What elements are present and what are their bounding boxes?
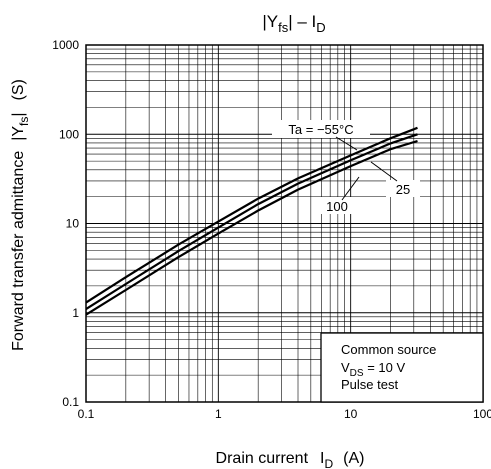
grid [86, 45, 483, 402]
condition-line-1: Common source [341, 342, 436, 357]
leader-55 [335, 136, 358, 151]
condition-v-sub: DS [350, 368, 364, 379]
x-tick-label: 10 [344, 407, 358, 421]
x-label-text: Drain current [216, 450, 309, 467]
title-dash: – I [293, 12, 317, 31]
y-label-symbol-sub: fs [17, 117, 31, 126]
y-tick-label: 0.1 [62, 395, 79, 409]
title-symbol: Y [267, 12, 278, 31]
annotation-bg-25 [386, 180, 420, 197]
x-tick-label: 0.1 [78, 407, 95, 421]
series-line-2 [85, 139, 418, 316]
x-label-unit: (A) [343, 450, 364, 467]
condition-line-3: Pulse test [341, 377, 398, 392]
series-label-25: 25 [396, 182, 410, 197]
y-label-bar: | [10, 112, 27, 116]
chart-title: |Yfs| – ID [262, 12, 325, 35]
annotation-bg-55 [272, 120, 370, 138]
leader-25 [370, 161, 398, 182]
condition-box-frame [320, 332, 484, 403]
condition-line-2: VDS = 10 V [341, 360, 405, 379]
condition-v: V [341, 360, 350, 375]
x-axis-label: Drain current ID (A) [216, 450, 365, 469]
x-tick-label: 1 [215, 407, 222, 421]
title-bar-right: | [288, 12, 292, 31]
title-symbol-sub: fs [278, 20, 289, 35]
y-label-text: Forward transfer admittance [10, 151, 27, 351]
title-bar-left: | [262, 12, 266, 31]
x-label-symbol-sub: D [324, 457, 333, 469]
series-line-0 [85, 126, 418, 304]
annotation-bg-100 [317, 197, 357, 214]
tick-labels: 0.1 1 10 100 0.1 1 10 100 1000 [52, 38, 491, 421]
series-label-100: 100 [326, 199, 348, 214]
x-tick-label: 100 [473, 407, 491, 421]
condition-box: Common source VDS = 10 V Pulse test [320, 332, 484, 403]
y-tick-label: 10 [66, 217, 80, 231]
condition-v-value: = 10 V [364, 360, 406, 375]
y-axis-label: Forward transfer admittance |Yfs| (S) [10, 79, 31, 351]
y-tick-label: 1 [72, 306, 79, 320]
plot-frame [85, 44, 484, 403]
y-tick-label: 100 [59, 127, 79, 141]
curves [85, 126, 418, 316]
leader-100 [341, 176, 360, 201]
y-label-unit: (S) [10, 79, 27, 100]
y-label-symbol: |Y [10, 126, 27, 141]
title-id-sub: D [316, 20, 325, 35]
series-line-1 [85, 133, 418, 311]
y-tick-label: 1000 [52, 38, 79, 52]
series-label-55: Ta = −55°C [288, 122, 353, 137]
series-annotations: Ta = −55°C 25 100 [272, 120, 420, 214]
x-label-symbol: I [320, 450, 324, 467]
